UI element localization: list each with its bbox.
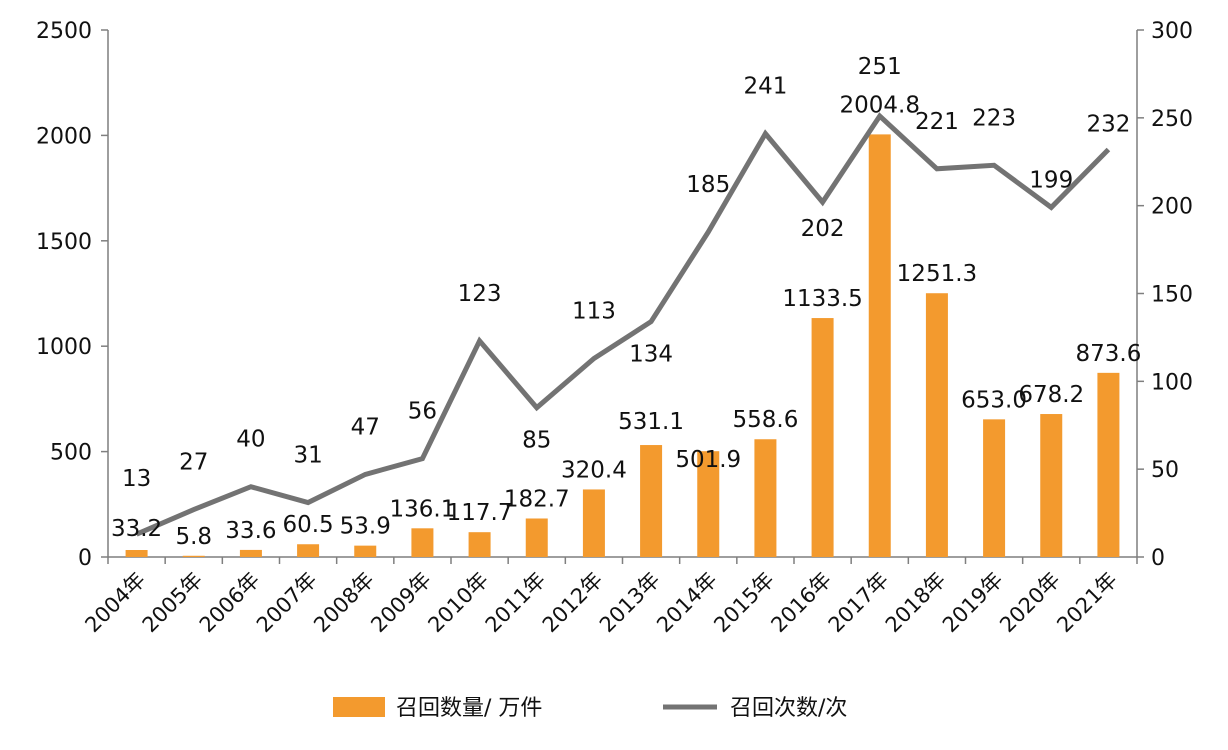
line-data-label: 202 <box>801 216 845 242</box>
x-tick-label: 2016年 <box>767 568 837 638</box>
right-axis-tick-label: 50 <box>1151 458 1179 483</box>
line-data-label: 199 <box>1029 167 1073 193</box>
line-data-label: 40 <box>236 427 265 453</box>
line-data-label: 123 <box>458 281 502 307</box>
bar-data-label: 501.9 <box>675 447 741 473</box>
bar-data-label: 1133.5 <box>782 286 862 312</box>
x-tick-label: 2014年 <box>652 568 722 638</box>
x-tick-label: 2019年 <box>938 568 1008 638</box>
bar-data-label: 873.6 <box>1075 341 1141 367</box>
left-axis-tick-label: 0 <box>78 546 92 571</box>
bar-data-label: 53.9 <box>340 514 391 540</box>
right-axis-tick-label: 250 <box>1151 107 1193 132</box>
x-tick-label: 2006年 <box>195 568 265 638</box>
line-data-label: 251 <box>858 54 902 80</box>
bar <box>925 293 948 557</box>
x-tick-label: 2021年 <box>1052 568 1122 638</box>
bar-data-label: 33.2 <box>111 516 162 542</box>
x-tick-label: 2011年 <box>481 568 551 638</box>
left-axis-tick-label: 1500 <box>36 230 92 255</box>
bar-data-label: 320.4 <box>561 457 627 483</box>
bar <box>1040 414 1063 557</box>
x-tick-label: 2004年 <box>81 568 151 638</box>
bar <box>983 419 1006 557</box>
axes: 0 500 1000 1500 2000 2500 0 50 100 150 200 250 300 <box>36 19 1193 571</box>
bar-data-label: 5.8 <box>175 524 212 550</box>
line-data-label: 185 <box>686 172 730 198</box>
left-axis-tick-label: 500 <box>50 441 92 466</box>
line-data-label: 27 <box>179 450 208 476</box>
x-tick-label: 2009年 <box>366 568 436 638</box>
x-tick-label: 2017年 <box>824 568 894 638</box>
right-axis-tick-label: 150 <box>1151 283 1193 308</box>
bar-data-label: 558.6 <box>732 407 798 433</box>
line-data-label: 13 <box>122 466 151 492</box>
bar <box>525 518 548 557</box>
x-tick-label: 2015年 <box>709 568 779 638</box>
line-data-labels: 13 27 40 31 47 56 123 85 113 134 185 241 202 251 221 22… <box>122 54 1130 492</box>
bar <box>468 532 491 557</box>
line-data-label: 232 <box>1086 111 1130 137</box>
line-series <box>135 112 1111 537</box>
bar <box>125 550 148 557</box>
left-axis-tick-label: 2500 <box>36 19 92 44</box>
bar <box>297 544 320 557</box>
legend: 召回数量/ 万件 召回次数/次 <box>333 696 847 721</box>
bar-data-label: 33.6 <box>225 518 276 544</box>
x-tick-labels: 2004年2005年2006年2007年2008年2009年2010年2011年… <box>81 568 1122 638</box>
bar <box>1097 372 1120 557</box>
bar-data-label: 2004.8 <box>840 92 920 118</box>
right-axis-tick-label: 0 <box>1151 546 1165 571</box>
bar <box>868 134 891 557</box>
bar <box>354 545 377 557</box>
line-data-label: 113 <box>572 298 616 324</box>
bar <box>582 489 605 557</box>
x-tick-label: 2007年 <box>252 568 322 638</box>
bar-data-label: 678.2 <box>1018 382 1084 408</box>
legend-bar-label: 召回数量/ 万件 <box>396 696 542 721</box>
right-axis-tick-label: 200 <box>1151 195 1193 220</box>
left-axis-tick-label: 2000 <box>36 124 92 149</box>
line-data-label: 31 <box>293 443 322 469</box>
line-data-label: 47 <box>351 414 380 440</box>
bar-data-label: 117.7 <box>447 500 513 526</box>
line-data-label: 241 <box>743 74 787 100</box>
line-data-label: 85 <box>522 428 551 454</box>
bar-data-label: 136.1 <box>389 496 455 522</box>
bar-data-label: 60.5 <box>282 512 333 538</box>
bar <box>811 318 834 557</box>
x-tick-label: 2005年 <box>138 568 208 638</box>
line-data-label: 221 <box>915 109 959 135</box>
bar <box>754 439 777 557</box>
bar <box>640 445 663 557</box>
x-tick-label: 2020年 <box>995 568 1065 638</box>
bar <box>182 555 205 557</box>
right-axis-tick-label: 100 <box>1151 370 1193 395</box>
x-tick-label: 2008年 <box>309 568 379 638</box>
bar <box>239 549 262 557</box>
series-line <box>135 112 1111 537</box>
x-tick-label: 2018年 <box>881 568 951 638</box>
legend-bar-swatch <box>333 697 385 717</box>
right-axis-tick-label: 300 <box>1151 19 1193 44</box>
bar-data-label: 531.1 <box>618 409 684 435</box>
bar-series <box>125 134 1120 557</box>
bar-data-label: 653.0 <box>961 387 1027 413</box>
bar <box>697 451 720 557</box>
line-data-label: 56 <box>408 399 437 425</box>
bar <box>411 528 434 557</box>
bar-data-label: 182.7 <box>504 486 570 512</box>
x-tick-label: 2012年 <box>538 568 608 638</box>
line-data-label: 223 <box>972 105 1016 131</box>
left-axis-tick-label: 1000 <box>36 335 92 360</box>
bar-data-label: 1251.3 <box>897 261 977 287</box>
line-data-label: 134 <box>629 342 673 368</box>
x-tick-label: 2010年 <box>424 568 494 638</box>
x-tick-label: 2013年 <box>595 568 665 638</box>
legend-line-label: 召回次数/次 <box>730 696 847 721</box>
